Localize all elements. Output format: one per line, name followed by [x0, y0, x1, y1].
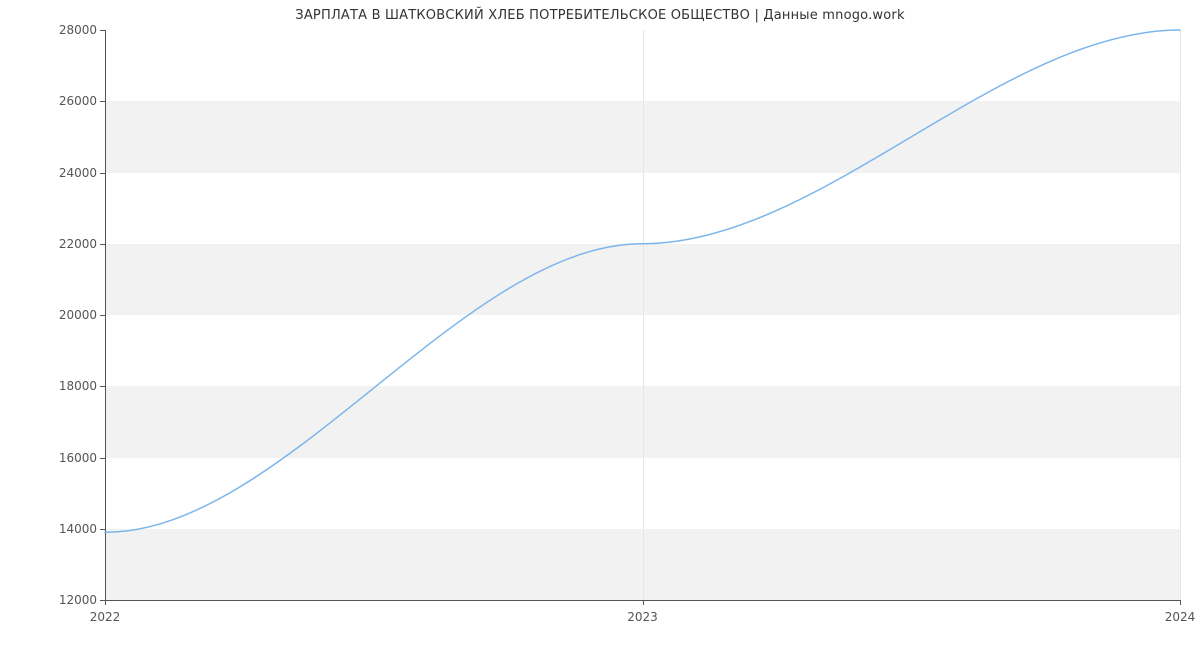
x-tick-label: 2022	[90, 610, 121, 624]
y-tick-label: 18000	[59, 379, 97, 393]
x-tick-label: 2024	[1165, 610, 1196, 624]
y-tick-label: 16000	[59, 451, 97, 465]
y-tick-label: 22000	[59, 237, 97, 251]
y-tick-label: 12000	[59, 593, 97, 607]
plot-area: 1200014000160001800020000220002400026000…	[105, 30, 1180, 600]
x-tick	[643, 600, 644, 605]
chart-title: ЗАРПЛАТА В ШАТКОВСКИЙ ХЛЕБ ПОТРЕБИТЕЛЬСК…	[0, 8, 1200, 23]
y-tick-label: 20000	[59, 308, 97, 322]
line-layer	[105, 30, 1180, 600]
x-tick	[1180, 600, 1181, 605]
y-tick-label: 24000	[59, 166, 97, 180]
y-tick-label: 28000	[59, 23, 97, 37]
salary-line-chart: ЗАРПЛАТА В ШАТКОВСКИЙ ХЛЕБ ПОТРЕБИТЕЛЬСК…	[0, 0, 1200, 650]
y-tick-label: 14000	[59, 522, 97, 536]
x-tick	[105, 600, 106, 605]
x-gridline	[1180, 30, 1181, 600]
y-tick-label: 26000	[59, 94, 97, 108]
series-line-salary	[105, 30, 1180, 532]
x-tick-label: 2023	[627, 610, 658, 624]
